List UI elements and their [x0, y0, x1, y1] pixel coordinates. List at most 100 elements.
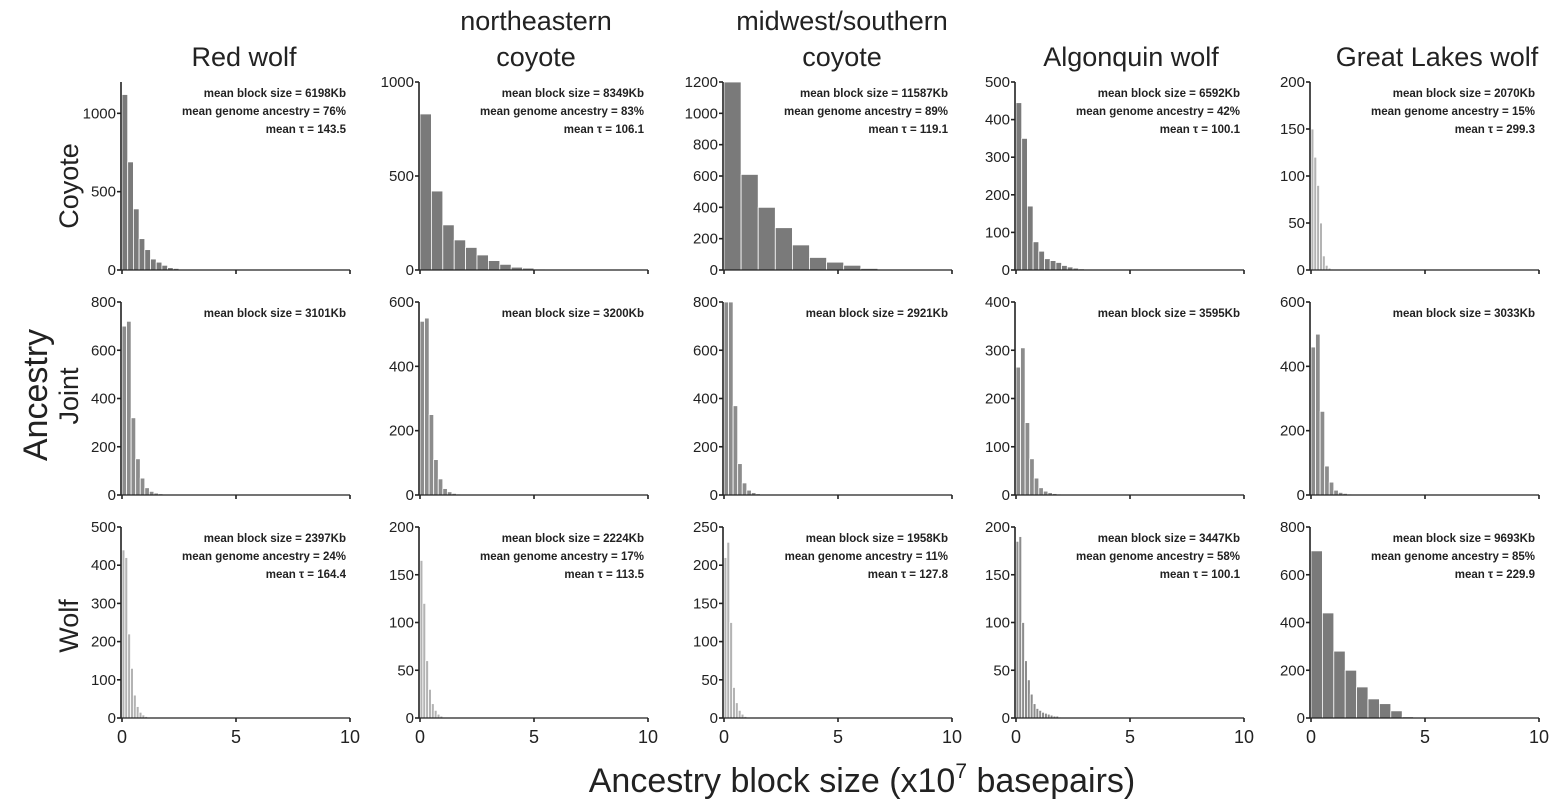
y-tick-label: 200 — [389, 423, 414, 440]
histogram-bar — [735, 702, 739, 719]
x-tick-label: 0 — [1306, 727, 1316, 747]
y-tick-label: 1000 — [685, 105, 718, 122]
histogram-bar — [741, 482, 748, 496]
annotation-line: mean genome ancestry = 83% — [480, 106, 644, 118]
y-tick-label: 400 — [985, 112, 1010, 129]
histogram-bar — [138, 238, 146, 271]
y-tick-label: 0 — [108, 710, 116, 727]
row-group-label: Ancestry — [17, 329, 55, 461]
y-tick-label: 600 — [1280, 567, 1305, 584]
annotation-line: mean block size = 9693Kb — [1393, 533, 1535, 545]
y-tick-label: 200 — [693, 231, 718, 248]
histogram-bar — [1041, 711, 1045, 719]
y-tick-label: 0 — [1002, 262, 1010, 279]
y-tick-label: 500 — [91, 184, 116, 201]
histogram-bar — [442, 488, 448, 496]
y-tick-label: 600 — [693, 168, 718, 185]
histogram-bar — [1328, 481, 1335, 496]
annotation-line: mean genome ancestry = 11% — [785, 551, 948, 563]
histogram-bar — [737, 709, 742, 719]
histogram-bar — [1044, 712, 1048, 719]
panel-r0-c3: 0 100 200 300 400 500 mean block size = 6592Kb… — [985, 74, 1245, 279]
row-label-joint: Joint — [54, 367, 84, 425]
y-tick-label: 400 — [693, 199, 718, 216]
histogram-bar — [1032, 241, 1040, 271]
histogram-bar — [732, 405, 739, 496]
histogram-bar — [127, 161, 134, 271]
x-tick-label: 10 — [340, 727, 360, 747]
x-axis-label-main: Ancestry block size (x10 — [589, 762, 956, 800]
y-tick-label: 400 — [91, 557, 116, 574]
histogram-bar — [1356, 686, 1369, 719]
histogram-bar — [430, 190, 444, 271]
histogram-bar — [746, 489, 752, 496]
panel-r0-c4: 0 50 100 150 200 mean block size = 2070Kb mean… — [1280, 74, 1540, 279]
histogram-bar — [1038, 709, 1043, 719]
y-tick-label: 1000 — [83, 105, 116, 122]
x-tick-label: 10 — [1529, 727, 1549, 747]
histogram-bar — [135, 706, 140, 719]
y-tick-label: 250 — [693, 519, 718, 536]
histogram-bar — [1315, 333, 1321, 496]
y-tick-label: 300 — [985, 342, 1010, 359]
histogram-bar — [726, 541, 731, 719]
histogram-bar — [723, 301, 729, 496]
panel-r2-c0: 0 100 200 300 400 500 0 5 10 mean block size = 23… — [91, 519, 360, 747]
y-tick-label: 400 — [91, 391, 116, 408]
y-tick-label: 0 — [1297, 487, 1305, 504]
x-tick-label: 10 — [1234, 727, 1254, 747]
y-tick-label: 0 — [108, 487, 116, 504]
annotation-line: mean block size = 3200Kb — [502, 308, 644, 320]
histogram-bar — [428, 414, 435, 496]
y-tick-label: 500 — [985, 74, 1010, 91]
histogram-bar — [1316, 184, 1320, 271]
y-tick-label: 1200 — [685, 74, 718, 91]
annotation-line: mean genome ancestry = 76% — [182, 106, 346, 118]
histogram-bar — [144, 249, 151, 271]
annotation-line: mean genome ancestry = 58% — [1076, 551, 1240, 563]
annotation-line: mean τ = 119.1 — [868, 124, 948, 136]
y-tick-label: 200 — [1280, 662, 1305, 679]
histogram-bar — [1049, 260, 1057, 271]
histogram-bar — [130, 417, 137, 496]
x-axis-label-sup: 7 — [955, 760, 967, 783]
x-axis-label-end: basepairs) — [967, 762, 1135, 800]
annotation-line: mean τ = 127.8 — [868, 569, 949, 581]
histogram-bar — [1379, 703, 1392, 719]
histogram-bar — [1061, 265, 1068, 271]
y-tick-label: 300 — [985, 149, 1010, 166]
histogram-bar — [465, 247, 478, 271]
histogram-bar — [437, 478, 444, 496]
histogram-bar — [144, 487, 150, 496]
y-tick-label: 0 — [710, 710, 718, 727]
histogram-bar — [737, 463, 743, 496]
histogram-bar — [124, 557, 129, 719]
panel-r1-c4: 0 200 400 600 mean block size = 3033Kb — [1280, 294, 1540, 504]
y-tick-label: 400 — [985, 294, 1010, 311]
annotation-line: mean τ = 100.1 — [1160, 124, 1241, 136]
histogram-bar — [1310, 550, 1323, 719]
histogram-bar — [1038, 250, 1045, 271]
histogram-bar — [1027, 679, 1031, 719]
y-tick-label: 0 — [710, 487, 718, 504]
histogram-bar — [826, 261, 845, 271]
y-tick-label: 400 — [389, 358, 414, 375]
column-title-2-line-0: midwest/southern — [736, 6, 948, 36]
histogram-bar — [419, 560, 424, 719]
histogram-bar — [1024, 422, 1031, 496]
histogram-bar — [1310, 346, 1316, 496]
annotation-line: mean τ = 143.5 — [266, 124, 347, 136]
panel-r2-c2: 0 50 100 150 200 250 0 5 10 mean block size = 195… — [693, 519, 962, 747]
histogram-bar — [1319, 222, 1323, 271]
annotation-line: mean τ = 106.1 — [564, 124, 645, 136]
y-tick-label: 200 — [693, 439, 718, 456]
histogram-bar — [499, 263, 512, 271]
y-tick-label: 200 — [985, 519, 1010, 536]
annotation-line: mean block size = 8349Kb — [502, 88, 644, 100]
y-tick-label: 0 — [108, 262, 116, 279]
histogram-bar — [1027, 205, 1034, 271]
histogram-bar — [774, 227, 793, 271]
y-tick-label: 100 — [985, 615, 1010, 632]
column-title-3-line-0: Algonquin wolf — [1043, 42, 1219, 72]
y-tick-label: 0 — [1297, 710, 1305, 727]
